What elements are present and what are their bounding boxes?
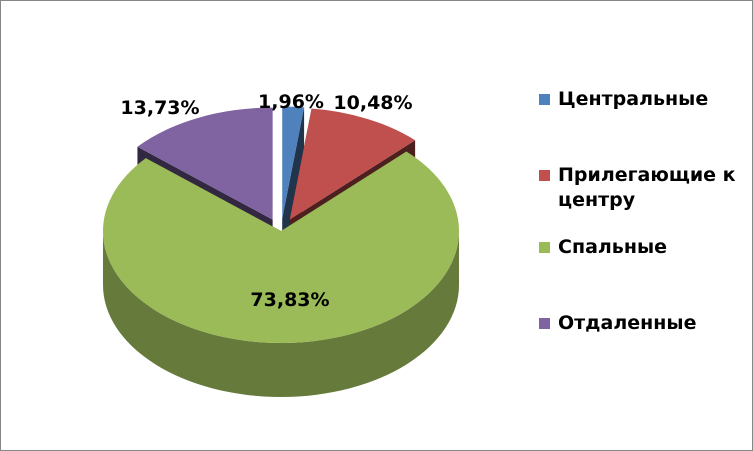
data-label-otdalennye: 13,73% — [120, 97, 199, 119]
legend-swatch-spalnye — [539, 242, 550, 253]
data-labels: 1,96% 10,48% 73,83% 13,73% — [120, 91, 412, 311]
slice-top-spalnye — [102, 151, 459, 343]
slice-wall-spalnye — [103, 231, 459, 397]
legend-item-spalnye: Спальные — [539, 235, 743, 260]
data-label-spalnye: 73,83% — [250, 289, 329, 311]
legend-swatch-prilegayushchie — [539, 170, 550, 181]
legend-item-prilegayushchie: Прилегающие к центру — [539, 163, 743, 213]
legend-item-tsentralnye: Центральные — [539, 87, 743, 112]
slice-top-otdalennye — [137, 107, 273, 220]
data-label-tsentralnye: 1,96% — [258, 91, 324, 113]
legend-swatch-tsentralnye — [539, 94, 550, 105]
legend-swatch-otdalennye — [539, 318, 550, 329]
legend-label-tsentralnye: Центральные — [558, 88, 709, 110]
slice-top-prilegayushchie — [289, 108, 416, 220]
legend-label-spalnye: Спальные — [558, 236, 668, 258]
data-label-prilegayushchie: 10,48% — [333, 92, 412, 114]
legend-label-otdalennye: Отдаленные — [558, 312, 697, 334]
legend-label-prilegayushchie: Прилегающие к центру — [558, 164, 736, 211]
legend-item-otdalennye: Отдаленные — [539, 311, 743, 336]
pie-slices — [102, 106, 459, 397]
slice-top-tsentralnye — [282, 106, 305, 219]
